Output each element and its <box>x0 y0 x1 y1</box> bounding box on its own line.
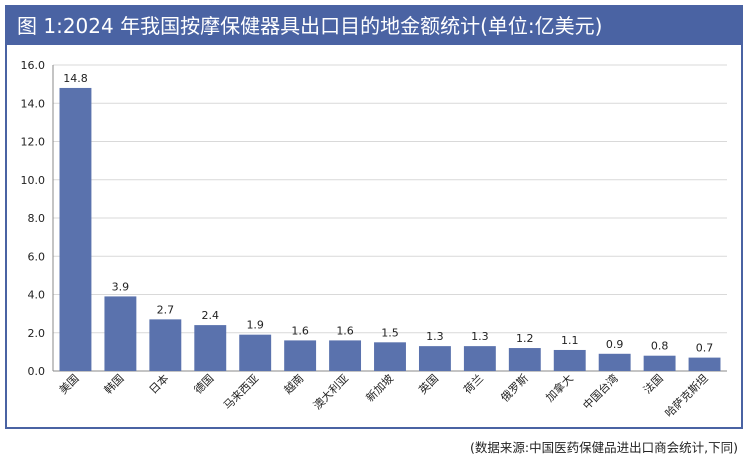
data-label: 1.3 <box>426 330 444 343</box>
x-tick-label: 新加坡 <box>363 371 396 404</box>
data-label: 2.7 <box>157 303 175 316</box>
x-tick-label: 中国台湾 <box>580 371 621 412</box>
bar <box>553 349 586 371</box>
y-tick-label: 12.0 <box>21 136 46 149</box>
x-tick-label: 日本 <box>146 371 171 396</box>
data-label: 3.9 <box>112 280 130 293</box>
data-label: 1.9 <box>246 319 264 332</box>
y-tick-label: 4.0 <box>28 289 46 302</box>
bar <box>104 296 137 371</box>
data-label: 1.3 <box>471 330 489 343</box>
bar <box>643 355 676 371</box>
data-label: 0.7 <box>696 342 714 355</box>
bar <box>508 348 541 371</box>
chart-frame: 图 1:2024 年我国按摩保健器具出口目的地金额统计(单位:亿美元) 0.0 2… <box>5 5 743 429</box>
data-label: 1.6 <box>291 324 309 337</box>
data-label: 0.9 <box>606 338 624 351</box>
bar <box>374 342 406 371</box>
data-label: 2.4 <box>202 309 220 322</box>
bar <box>329 340 362 371</box>
y-tick-label: 8.0 <box>28 212 46 225</box>
bar <box>688 357 721 371</box>
data-label: 1.1 <box>561 334 579 347</box>
data-label: 14.8 <box>63 72 88 85</box>
x-tick-label: 荷兰 <box>461 372 486 397</box>
x-tick-label: 美国 <box>57 372 82 397</box>
x-tick-label: 马来西亚 <box>221 372 261 412</box>
data-label: 1.6 <box>336 324 354 337</box>
y-tick-label: 2.0 <box>28 327 46 340</box>
bar <box>463 346 496 371</box>
x-tick-label: 俄罗斯 <box>498 372 531 405</box>
bar <box>59 87 92 371</box>
x-tick-label: 德国 <box>191 371 216 396</box>
bar <box>239 334 272 371</box>
data-label: 1.5 <box>381 326 399 339</box>
y-tick-label: 14.0 <box>21 97 46 110</box>
x-tick-label: 哈萨克斯坦 <box>662 371 711 420</box>
data-label: 0.8 <box>651 340 669 353</box>
source-note: (数据来源:中国医药保健品进出口商会统计,下同) <box>470 440 738 455</box>
x-tick-label: 英国 <box>416 371 441 396</box>
y-tick-label: 0.0 <box>28 365 46 378</box>
y-tick-label: 6.0 <box>28 250 46 263</box>
bar <box>418 346 451 371</box>
x-tick-label: 法国 <box>640 371 665 396</box>
x-tick-label: 韩国 <box>101 371 126 396</box>
y-tick-label: 10.0 <box>21 174 46 187</box>
x-tick-label: 越南 <box>281 371 306 396</box>
data-label: 1.2 <box>516 332 534 345</box>
y-tick-label: 16.0 <box>21 59 46 72</box>
x-tick-label: 加拿大 <box>543 371 576 404</box>
bar <box>194 325 227 371</box>
chart-title: 图 1:2024 年我国按摩保健器具出口目的地金额统计(单位:亿美元) <box>7 7 741 45</box>
x-tick-label: 澳大利亚 <box>310 371 351 412</box>
bar <box>598 353 631 371</box>
bar <box>149 319 182 371</box>
bar <box>284 340 317 371</box>
bar-chart: 0.0 2.0 4.0 6.0 8.0 10.0 12.0 14.0 16.0 14.8 美国 3.9… <box>21 59 727 420</box>
